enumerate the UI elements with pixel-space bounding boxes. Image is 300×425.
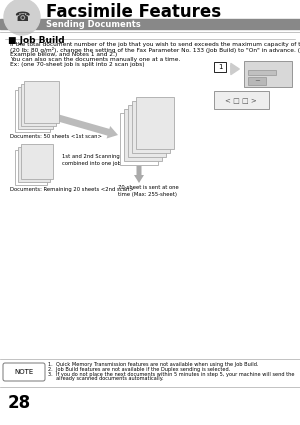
Text: 1st and 2nd Scanning Data is
combined into one job.: 1st and 2nd Scanning Data is combined in…	[62, 154, 140, 166]
Circle shape	[4, 0, 40, 35]
Text: 2.  Job Build features are not available if the Duplex sending is selected.: 2. Job Build features are not available …	[48, 367, 230, 372]
Bar	[244, 61, 292, 87]
Text: 1: 1	[218, 64, 222, 70]
Bar	[0, 19, 300, 29]
Bar	[248, 70, 276, 75]
Bar	[18, 147, 50, 182]
FancyArrowPatch shape	[231, 63, 239, 74]
Bar	[18, 87, 53, 129]
Bar	[24, 81, 59, 123]
Bar	[128, 105, 166, 157]
Bar	[124, 109, 162, 161]
Text: (20 lb; 80 g/m²), change the setting of the Fax Parameter No. 133 (Job Build) to: (20 lb; 80 g/m²), change the setting of …	[10, 46, 300, 53]
Text: You can also scan the documents manually one at a time.: You can also scan the documents manually…	[10, 57, 180, 62]
Text: Documents: Remaining 20 sheets <2nd scan>: Documents: Remaining 20 sheets <2nd scan…	[10, 187, 134, 192]
Bar	[21, 144, 53, 179]
Text: Facsimile Features: Facsimile Features	[46, 3, 221, 21]
Text: ☎: ☎	[14, 11, 30, 23]
Text: < □ □ >: < □ □ >	[225, 98, 257, 104]
Bar	[15, 150, 47, 185]
Polygon shape	[134, 166, 144, 183]
Text: ~: ~	[254, 78, 260, 84]
Bar	[248, 77, 266, 85]
Bar	[214, 62, 226, 72]
Text: 3.  If you do not place the next documents within 5 minutes in step 5, your mach: 3. If you do not place the next document…	[48, 371, 295, 377]
Bar	[120, 113, 158, 165]
Text: Sending Documents: Sending Documents	[46, 20, 141, 28]
Bar	[15, 90, 50, 132]
Text: Documents: 50 sheets <1st scan>: Documents: 50 sheets <1st scan>	[10, 134, 102, 139]
Text: 28: 28	[8, 394, 31, 412]
Bar	[136, 97, 174, 149]
Text: Example below, and Notes 1 and 2.): Example below, and Notes 1 and 2.)	[10, 51, 117, 57]
Text: already scanned documents automatically.: already scanned documents automatically.	[48, 377, 164, 381]
Text: If the total document number of the job that you wish to send exceeds the maximu: If the total document number of the job …	[10, 42, 300, 46]
Bar	[21, 84, 56, 126]
Text: NOTE: NOTE	[14, 369, 34, 375]
FancyBboxPatch shape	[3, 363, 45, 381]
Text: 1.  Quick Memory Transmission features are not available when using the Job Buil: 1. Quick Memory Transmission features ar…	[48, 362, 259, 367]
Bar	[132, 101, 170, 153]
Polygon shape	[54, 113, 118, 139]
Text: Ex: (one 70-sheet job is split into 2 scan jobs): Ex: (one 70-sheet job is split into 2 sc…	[10, 62, 145, 66]
Text: 70-sheet is sent at one
time (Max: 255-sheet): 70-sheet is sent at one time (Max: 255-s…	[118, 185, 179, 197]
Text: ■ Job Build: ■ Job Build	[8, 36, 64, 45]
Bar	[214, 91, 269, 109]
